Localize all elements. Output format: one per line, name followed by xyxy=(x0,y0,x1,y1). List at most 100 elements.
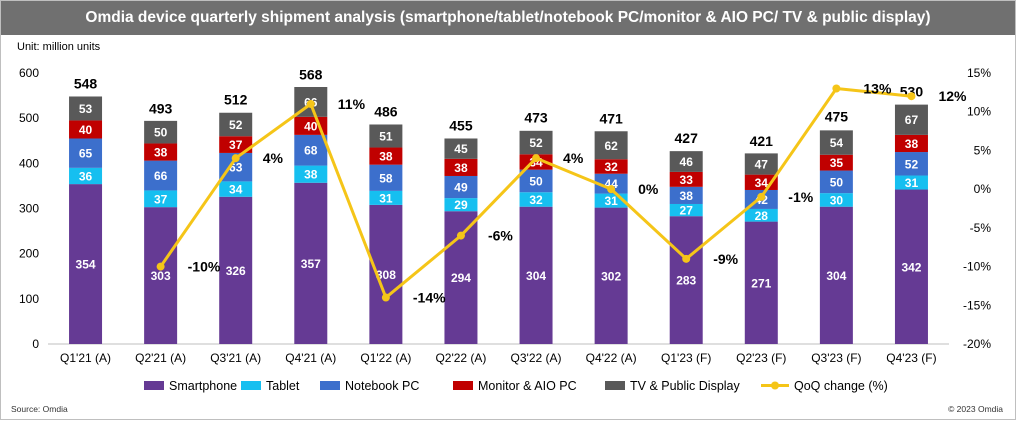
bar-segment-notebook-pc xyxy=(69,138,103,168)
bar-segment-notebook-pc xyxy=(444,175,478,199)
data-label-tv-public-display: 62 xyxy=(604,139,618,153)
total-label: 548 xyxy=(74,75,98,91)
data-label-tv-public-display: 52 xyxy=(529,136,543,150)
chart-title: Omdia device quarterly shipment analysis… xyxy=(1,1,1015,35)
data-label-tv-public-display: 51 xyxy=(379,130,393,144)
x-tick-label: Q3'21 (A) xyxy=(210,351,261,365)
x-tick-label: Q4'23 (F) xyxy=(886,351,936,365)
bar-segment-tablet xyxy=(219,181,253,197)
y-left-tick-label: 300 xyxy=(19,202,39,216)
bar-segment-tv-public-display xyxy=(819,130,853,155)
x-tick-label: Q2'23 (F) xyxy=(736,351,786,365)
bar-segment-notebook-pc xyxy=(144,160,178,191)
data-label-smartphone: 354 xyxy=(76,258,96,272)
bar-segment-tablet xyxy=(144,190,178,208)
legend-label: Notebook PC xyxy=(345,379,419,393)
qoq-change-label: -1% xyxy=(788,189,813,205)
bar-segment-monitor-aio-pc xyxy=(444,158,478,176)
y-right-tick-label: 15% xyxy=(967,66,991,80)
qoq-change-label: -9% xyxy=(713,251,738,267)
total-label: 568 xyxy=(299,66,323,82)
legend-swatch xyxy=(453,381,473,390)
bar-segment-smartphone xyxy=(744,221,778,344)
bar-segment-tablet xyxy=(369,190,403,205)
bar-segment-smartphone xyxy=(369,204,403,344)
total-label: 471 xyxy=(599,110,623,126)
bar-segment-tv-public-display xyxy=(219,112,253,137)
data-label-monitor-aio-pc: 40 xyxy=(304,119,318,133)
legend-swatch xyxy=(144,381,164,390)
data-label-monitor-aio-pc: 34 xyxy=(755,176,769,190)
data-label-tablet: 36 xyxy=(79,169,93,183)
total-label: 475 xyxy=(825,108,849,124)
data-label-notebook-pc: 66 xyxy=(154,169,168,183)
legend-label: Tablet xyxy=(266,379,300,393)
legend-label: Monitor & AIO PC xyxy=(478,379,577,393)
qoq-change-label: 12% xyxy=(938,88,967,104)
y-right-tick-label: -5% xyxy=(970,221,992,235)
data-label-smartphone: 294 xyxy=(451,271,471,285)
y-left-tick-label: 0 xyxy=(32,337,39,351)
source-note: Source: Omdia xyxy=(11,404,68,414)
y-right-tick-label: 10% xyxy=(967,105,991,119)
y-right-tick-label: -10% xyxy=(963,260,991,274)
data-label-tablet: 29 xyxy=(454,198,468,212)
qoq-change-label: 13% xyxy=(863,80,892,96)
qoq-change-point xyxy=(832,84,841,93)
bar-segment-notebook-pc xyxy=(669,186,703,204)
data-label-smartphone: 357 xyxy=(301,257,321,271)
x-tick-label: Q3'22 (A) xyxy=(511,351,562,365)
data-label-tablet: 38 xyxy=(304,168,318,182)
legend-label: TV & Public Display xyxy=(630,379,741,393)
data-label-tablet: 31 xyxy=(379,191,393,205)
copyright-note: © 2023 Omdia xyxy=(948,404,1003,414)
data-label-notebook-pc: 65 xyxy=(79,147,93,161)
data-label-smartphone: 303 xyxy=(151,269,171,283)
qoq-change-point xyxy=(231,154,240,163)
data-label-monitor-aio-pc: 32 xyxy=(604,160,618,174)
bar-segment-smartphone xyxy=(894,189,928,344)
total-label: 493 xyxy=(149,100,173,116)
total-label: 427 xyxy=(675,130,699,146)
qoq-change-point xyxy=(757,192,766,201)
bar-segment-notebook-pc xyxy=(894,152,928,176)
y-left-tick-label: 500 xyxy=(19,111,39,125)
x-tick-label: Q1'23 (F) xyxy=(661,351,711,365)
bar-segment-monitor-aio-pc xyxy=(594,159,628,174)
bar-segment-smartphone xyxy=(69,184,103,344)
qoq-change-point xyxy=(532,154,541,163)
x-tick-label: Q2'21 (A) xyxy=(135,351,186,365)
bar-segment-monitor-aio-pc xyxy=(369,147,403,165)
qoq-change-label: -14% xyxy=(413,290,446,306)
data-label-monitor-aio-pc: 35 xyxy=(830,156,844,170)
bar-segment-tablet xyxy=(669,203,703,217)
bar-segment-tablet xyxy=(444,198,478,212)
x-tick-label: Q1'21 (A) xyxy=(60,351,111,365)
bar-segment-tablet xyxy=(744,208,778,222)
y-right-tick-label: -20% xyxy=(963,337,991,351)
x-tick-label: Q4'22 (A) xyxy=(586,351,637,365)
qoq-change-label: 4% xyxy=(263,150,284,166)
qoq-change-point xyxy=(306,99,315,108)
total-label: 486 xyxy=(374,103,398,119)
bar-segment-tv-public-display xyxy=(69,96,103,121)
qoq-change-point xyxy=(907,92,916,101)
data-label-monitor-aio-pc: 33 xyxy=(680,173,694,187)
x-tick-label: Q3'23 (F) xyxy=(811,351,861,365)
bar-segment-tv-public-display xyxy=(744,153,778,175)
data-label-tv-public-display: 50 xyxy=(154,126,168,140)
bar-segment-tablet xyxy=(819,193,853,207)
bar-segment-tv-public-display xyxy=(519,130,553,155)
bar-segment-tablet xyxy=(294,165,328,183)
total-label: 473 xyxy=(524,109,548,125)
y-left-tick-label: 200 xyxy=(19,247,39,261)
data-label-monitor-aio-pc: 38 xyxy=(379,150,393,164)
data-label-tv-public-display: 54 xyxy=(830,136,844,150)
total-label: 512 xyxy=(224,92,248,108)
bar-segment-smartphone xyxy=(519,206,553,344)
data-label-monitor-aio-pc: 37 xyxy=(229,138,243,152)
data-label-smartphone: 302 xyxy=(601,269,621,283)
y-left-tick-label: 400 xyxy=(19,156,39,170)
bar-segment-tv-public-display xyxy=(444,138,478,159)
